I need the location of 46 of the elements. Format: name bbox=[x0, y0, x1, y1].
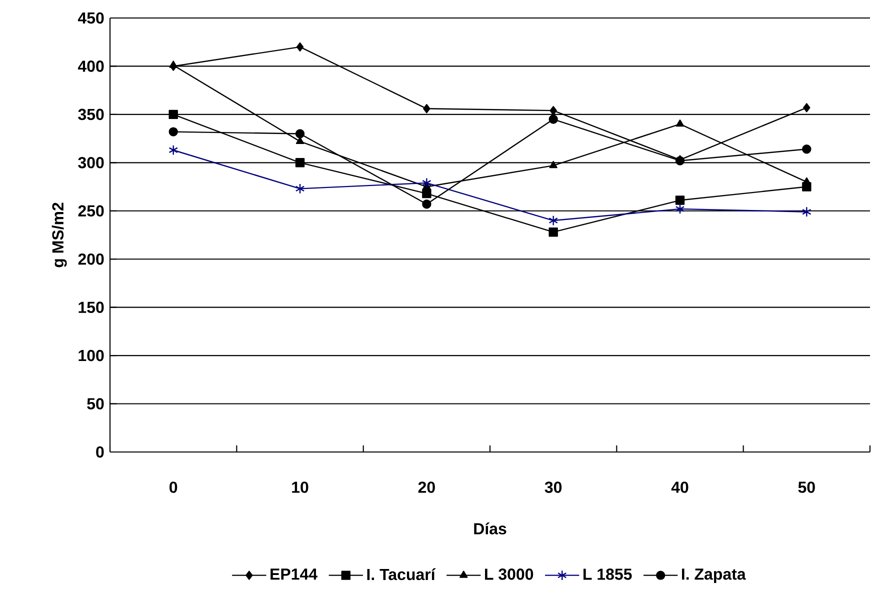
point bbox=[295, 129, 305, 138]
point bbox=[168, 127, 178, 136]
point bbox=[675, 204, 685, 214]
y-tick-label: 300 bbox=[78, 156, 104, 168]
y-tick-label: 150 bbox=[78, 302, 104, 313]
point bbox=[550, 106, 557, 116]
point bbox=[295, 158, 305, 168]
x-tick-label: 0 bbox=[170, 482, 178, 493]
y-tick-label: 200 bbox=[78, 253, 104, 265]
y-tick-label: 50 bbox=[87, 398, 104, 410]
legend-label: I. Zapata bbox=[682, 568, 746, 583]
point bbox=[549, 160, 558, 168]
y-axis-title: g MS/m2 bbox=[52, 202, 67, 268]
point bbox=[548, 215, 558, 226]
y-tick-label: 100 bbox=[78, 350, 104, 362]
y-tick-label: 400 bbox=[78, 60, 104, 72]
x-tick-label: 30 bbox=[544, 482, 562, 493]
x-axis-title: Días bbox=[474, 522, 506, 534]
point bbox=[675, 196, 685, 205]
point bbox=[423, 104, 430, 114]
point bbox=[803, 103, 810, 112]
point bbox=[169, 60, 178, 68]
x-tick-label: 50 bbox=[798, 482, 815, 493]
point bbox=[422, 200, 432, 209]
x-tick-label: 10 bbox=[292, 482, 308, 493]
point bbox=[548, 114, 558, 124]
legend-label: L 3000 bbox=[485, 568, 534, 580]
point bbox=[676, 119, 684, 127]
legend-label: EP144 bbox=[270, 568, 318, 580]
x-tick-label: 20 bbox=[418, 482, 435, 493]
point bbox=[168, 144, 178, 156]
point bbox=[422, 188, 432, 198]
point bbox=[802, 144, 812, 154]
point bbox=[168, 110, 178, 120]
y-tick-label: 350 bbox=[78, 108, 104, 120]
point bbox=[422, 178, 432, 188]
point bbox=[548, 228, 558, 237]
x-tick-label: 40 bbox=[671, 482, 688, 493]
legend-label: L 1855 bbox=[584, 568, 632, 580]
legend-label: I. Tacuarí bbox=[367, 568, 436, 580]
y-tick-label: 450 bbox=[78, 12, 104, 24]
point bbox=[295, 183, 305, 194]
point bbox=[296, 42, 304, 52]
y-tick-label: 0 bbox=[96, 446, 104, 458]
y-tick-label: 250 bbox=[78, 205, 104, 217]
point bbox=[802, 206, 812, 218]
